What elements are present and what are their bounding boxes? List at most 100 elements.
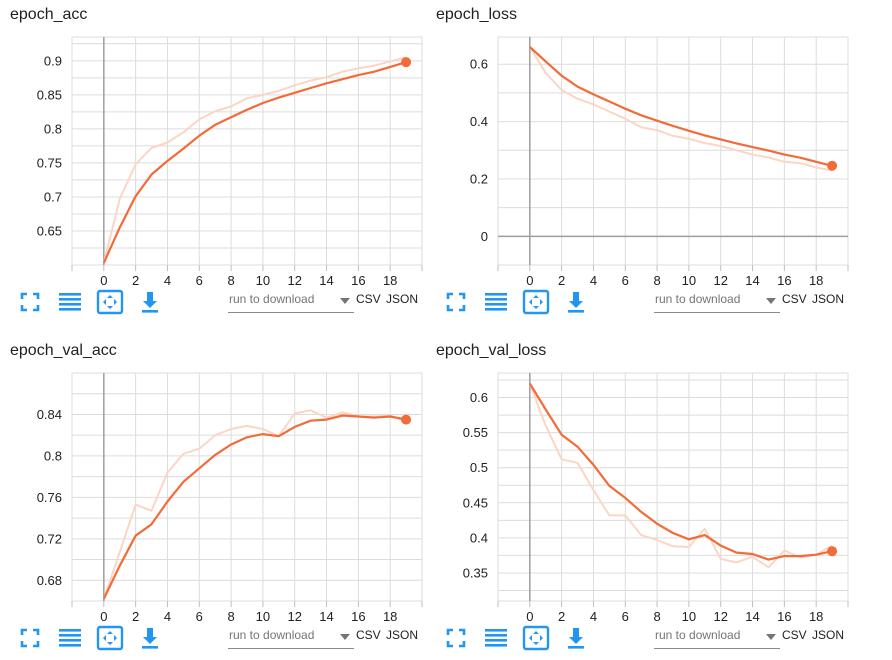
fit-domain-icon bbox=[522, 625, 550, 656]
chart-panel-epoch-val-acc: epoch_val_acc 0 2 4 6 8 10 12 14 16 18 0.68 0.72 0.76… bbox=[0, 336, 440, 656]
x-tick-label: 2 bbox=[132, 273, 139, 286]
x-tick-label: 18 bbox=[809, 609, 823, 622]
series-line-raw bbox=[102, 409, 407, 600]
download-icon bbox=[562, 292, 590, 320]
chart-title: epoch_val_loss bbox=[436, 342, 547, 359]
y-tick-label: 0 bbox=[481, 229, 488, 244]
x-tick-label: 12 bbox=[287, 273, 301, 286]
chart-grid bbox=[71, 372, 423, 602]
x-tick-label: 0 bbox=[526, 273, 533, 286]
y-tick-label: 0.72 bbox=[37, 531, 62, 546]
y-tick-label: 0.4 bbox=[470, 114, 488, 129]
fullscreen-button[interactable] bbox=[16, 624, 44, 652]
x-tick-label: 6 bbox=[196, 609, 203, 622]
x-tick-label: 6 bbox=[622, 609, 629, 622]
download-icon bbox=[136, 292, 164, 320]
series-end-point bbox=[401, 57, 412, 68]
chart-plot-epoch-val-loss: 0 2 4 6 8 10 12 14 16 18 0.35 0.4 0.45 0.5 0.55 0.6 bbox=[463, 372, 849, 622]
chart-grid bbox=[71, 36, 423, 266]
download-button[interactable] bbox=[136, 288, 164, 316]
chart-panel-epoch-loss: epoch_loss 0 2 4 6 8 10 12 14 16 18 0 0.2 0.4 0.6 run t… bbox=[426, 0, 866, 320]
download-button[interactable] bbox=[562, 288, 590, 316]
fullscreen-button[interactable] bbox=[442, 288, 470, 316]
x-tick-label: 6 bbox=[196, 273, 203, 286]
x-tick-label: 16 bbox=[777, 273, 791, 286]
fit-domain-button[interactable] bbox=[522, 624, 550, 652]
x-tick-label: 10 bbox=[256, 273, 270, 286]
x-tick-label: 4 bbox=[164, 609, 171, 622]
toggle-log-scale-icon bbox=[482, 293, 510, 320]
dropdown-caret-icon bbox=[766, 298, 776, 304]
download-button[interactable] bbox=[562, 624, 590, 652]
run-download-placeholder: run to download bbox=[229, 628, 315, 642]
fullscreen-icon bbox=[442, 628, 470, 656]
run-download-placeholder: run to download bbox=[655, 628, 741, 642]
toggle-log-scale-icon bbox=[56, 293, 84, 320]
x-tick-label: 2 bbox=[558, 609, 565, 622]
y-tick-label: 0.8 bbox=[44, 448, 62, 463]
y-tick-label: 0.68 bbox=[37, 573, 62, 588]
y-tick-label: 0.35 bbox=[463, 565, 488, 580]
run-download-placeholder: run to download bbox=[229, 292, 315, 306]
x-tick-label: 2 bbox=[558, 273, 565, 286]
y-tick-label: 0.6 bbox=[470, 57, 488, 72]
toggle-log-scale-button[interactable] bbox=[56, 288, 84, 316]
toggle-log-scale-button[interactable] bbox=[56, 624, 84, 652]
chart-plot-epoch-acc: 0 2 4 6 8 10 12 14 16 18 0.65 0.7 0.75 0.8 0.85 0.9 bbox=[37, 36, 423, 286]
x-tick-label: 6 bbox=[622, 273, 629, 286]
download-button[interactable] bbox=[136, 624, 164, 652]
chart-grid bbox=[497, 36, 849, 266]
fit-domain-icon bbox=[96, 625, 124, 656]
y-tick-label: 0.2 bbox=[470, 171, 488, 186]
fit-domain-button[interactable] bbox=[522, 288, 550, 316]
x-tick-label: 14 bbox=[319, 273, 333, 286]
fullscreen-button[interactable] bbox=[16, 288, 44, 316]
series-end-point bbox=[401, 414, 412, 425]
run-download-select[interactable]: run to download bbox=[654, 290, 780, 313]
json-download-link[interactable]: JSON bbox=[386, 628, 419, 642]
toggle-log-scale-button[interactable] bbox=[482, 624, 510, 652]
x-tick-label: 18 bbox=[383, 273, 397, 286]
y-tick-label: 0.85 bbox=[37, 87, 62, 102]
json-download-link[interactable]: JSON bbox=[386, 292, 419, 306]
json-download-link[interactable]: JSON bbox=[812, 628, 845, 642]
chart-panel-epoch-acc: epoch_acc 0 2 4 6 8 10 12 14 16 18 0.65 0.7 0.75 0.8 0.… bbox=[0, 0, 440, 320]
x-tick-label: 8 bbox=[227, 609, 234, 622]
download-icon bbox=[136, 628, 164, 656]
y-tick-label: 0.75 bbox=[37, 155, 62, 170]
csv-download-link[interactable]: CSV bbox=[356, 628, 381, 642]
series-line-raw bbox=[102, 56, 407, 264]
chart-plot-epoch-loss: 0 2 4 6 8 10 12 14 16 18 0 0.2 0.4 0.6 bbox=[470, 36, 849, 286]
run-download-placeholder: run to download bbox=[655, 292, 741, 306]
y-tick-label: 0.5 bbox=[470, 460, 488, 475]
chart-title: epoch_loss bbox=[436, 6, 517, 23]
csv-download-link[interactable]: CSV bbox=[782, 628, 807, 642]
y-tick-label: 0.9 bbox=[44, 53, 62, 68]
fit-domain-icon bbox=[96, 289, 124, 320]
x-tick-label: 8 bbox=[653, 273, 660, 286]
series-line-smoothed bbox=[102, 414, 407, 600]
chart-toolbar: run to download CSV JSON bbox=[426, 624, 866, 660]
x-tick-label: 16 bbox=[351, 273, 365, 286]
fit-domain-button[interactable] bbox=[96, 288, 124, 316]
x-tick-label: 18 bbox=[809, 273, 823, 286]
run-download-select[interactable]: run to download bbox=[228, 290, 354, 313]
series-line-smoothed bbox=[528, 382, 833, 561]
toggle-log-scale-icon bbox=[482, 629, 510, 656]
x-tick-label: 12 bbox=[713, 609, 727, 622]
x-tick-label: 0 bbox=[100, 273, 107, 286]
fullscreen-icon bbox=[16, 292, 44, 320]
dropdown-caret-icon bbox=[340, 634, 350, 640]
csv-download-link[interactable]: CSV bbox=[356, 292, 381, 306]
series-line-smoothed bbox=[529, 46, 833, 167]
y-tick-label: 0.55 bbox=[463, 425, 488, 440]
fit-domain-button[interactable] bbox=[96, 624, 124, 652]
x-tick-label: 8 bbox=[227, 273, 234, 286]
run-download-select[interactable]: run to download bbox=[654, 626, 780, 649]
json-download-link[interactable]: JSON bbox=[812, 292, 845, 306]
fullscreen-button[interactable] bbox=[442, 624, 470, 652]
csv-download-link[interactable]: CSV bbox=[782, 292, 807, 306]
toggle-log-scale-button[interactable] bbox=[482, 288, 510, 316]
chart-title: epoch_val_acc bbox=[10, 342, 117, 359]
run-download-select[interactable]: run to download bbox=[228, 626, 354, 649]
